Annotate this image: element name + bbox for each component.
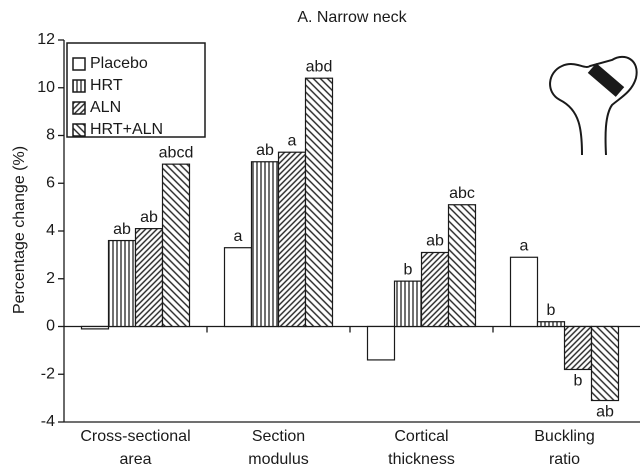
y-tick-label: 12 [37, 31, 55, 48]
legend: Placebo HRT ALN HRT+ALN [66, 42, 206, 138]
significance-label: a [520, 237, 529, 254]
x-tick-label: thickness [388, 451, 455, 468]
significance-label: abc [449, 185, 475, 202]
bar [161, 163, 191, 328]
bar [134, 228, 164, 328]
bar [536, 321, 566, 328]
y-tick-label: -2 [41, 365, 55, 382]
x-tick-label: modulus [248, 451, 308, 468]
legend-label: Placebo [90, 55, 148, 72]
legend-label: ALN [90, 99, 121, 116]
significance-label: b [404, 261, 413, 278]
y-tick-label: 2 [46, 270, 55, 287]
bar [393, 280, 423, 328]
legend-swatch [72, 79, 86, 93]
bar [223, 247, 253, 328]
significance-label: ab [113, 221, 131, 238]
femur-icon [549, 55, 638, 156]
x-tick-label: ratio [549, 451, 580, 468]
legend-swatch [72, 101, 86, 115]
significance-label: a [234, 228, 243, 245]
significance-label: abcd [159, 144, 194, 161]
bar [277, 151, 307, 328]
y-tick-label: -4 [41, 413, 55, 430]
significance-label: ab [426, 233, 444, 250]
legend-label: HRT [90, 77, 123, 94]
y-tick-label: 4 [46, 222, 55, 239]
bar [509, 256, 539, 328]
bar [366, 325, 396, 361]
x-tick-label: area [119, 451, 151, 468]
bar [447, 204, 477, 328]
significance-label: ab [140, 209, 158, 226]
bar [590, 325, 620, 402]
chart-title: A. Narrow neck [297, 9, 407, 26]
bar [304, 77, 334, 328]
significance-label: b [574, 373, 583, 390]
significance-label: ab [596, 404, 614, 421]
bar [107, 239, 137, 328]
bar [80, 325, 110, 330]
x-tick-label: Buckling [534, 428, 594, 445]
significance-label: b [547, 302, 556, 319]
bar [563, 325, 593, 371]
x-tick-label: Cross-sectional [80, 428, 190, 445]
y-axis-label: Percentage change (%) [11, 146, 28, 314]
y-tick-label: 8 [46, 127, 55, 144]
bar [420, 251, 450, 328]
legend-swatch [72, 123, 86, 137]
significance-label: abd [306, 58, 333, 75]
legend-box [66, 42, 206, 138]
x-tick-label: Section [252, 428, 305, 445]
y-tick-label: 10 [37, 79, 55, 96]
x-tick-label: Cortical [394, 428, 448, 445]
legend-swatch [72, 57, 86, 71]
y-tick-label: 6 [46, 174, 55, 191]
significance-label: ab [256, 142, 274, 159]
legend-label: HRT+ALN [90, 121, 163, 138]
bar [250, 161, 280, 328]
significance-label: a [288, 132, 297, 149]
y-tick-label: 0 [46, 318, 55, 335]
